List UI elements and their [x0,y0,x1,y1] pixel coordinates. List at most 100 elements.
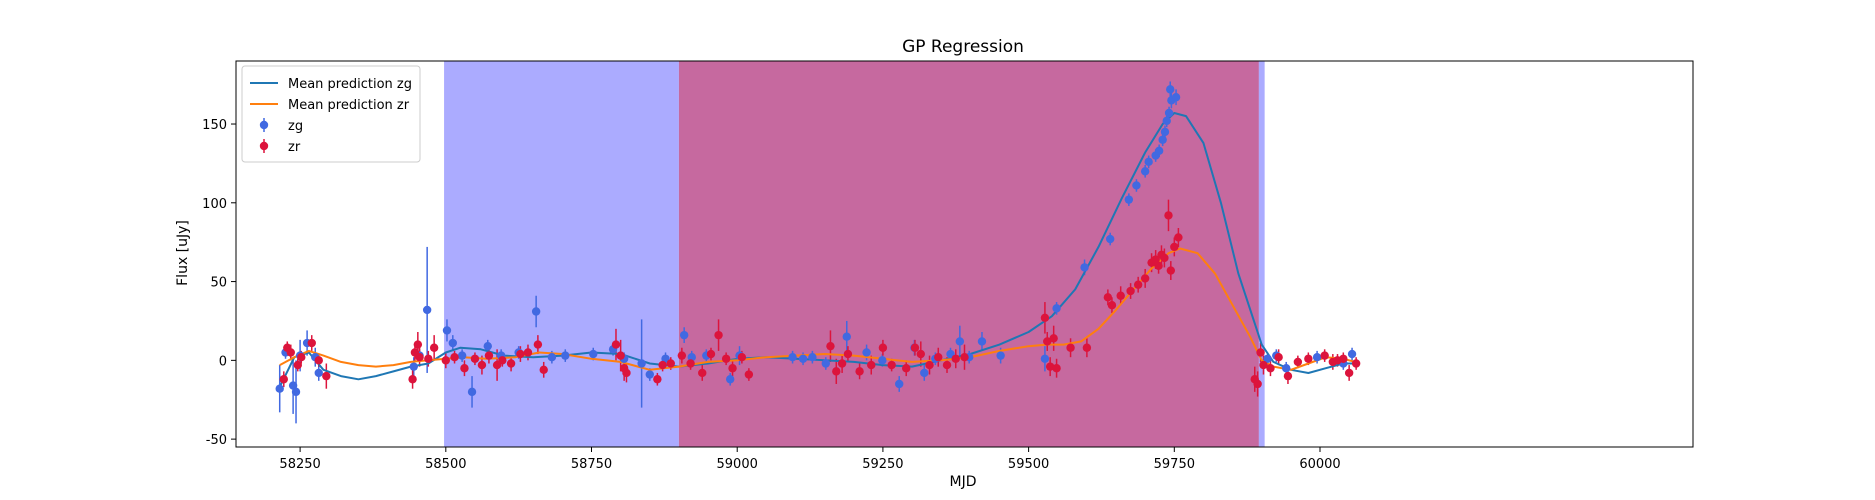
zr-point [622,368,631,378]
zr-point [1339,354,1348,363]
x-tick-label: 58250 [279,457,320,472]
legend-label: zg [288,119,303,134]
zg-point [920,368,929,378]
y-tick-label: 50 [210,276,227,291]
zg-point [808,352,817,362]
zr-point [1107,301,1117,310]
zg-point [1158,135,1167,144]
zg-point [1166,85,1175,94]
zg-point [275,384,284,393]
zr-point [1140,274,1150,283]
zg-point [314,368,323,378]
legend-box [241,65,421,163]
zr-point [1351,359,1361,368]
legend-label: zr [288,140,301,155]
zr-point [916,349,925,359]
zg-point [1052,304,1061,313]
x-tick-label: 60000 [1299,457,1340,472]
zg-point [547,352,557,362]
x-tick-label: 58500 [425,457,466,472]
y-tick-label: 0 [219,354,227,369]
zr-point [934,352,943,362]
zg-point [1164,108,1174,118]
zg-point [1347,349,1357,359]
zg-point [448,338,458,348]
zr-point [477,360,487,370]
zr-point [1344,368,1354,378]
zr-point [506,359,516,368]
zr-point [533,340,543,349]
zg-point [442,326,452,335]
zr-point [951,354,960,363]
legend-swatch [259,120,269,130]
zr-point [1116,291,1125,300]
zr-point [887,360,896,370]
x-tick-label: 59500 [1008,457,1049,472]
zr-point [1320,351,1329,360]
zr-point [1253,379,1262,389]
zg-point [1106,234,1115,244]
zr-point [721,354,731,363]
zr-point [498,356,507,365]
zr-point [728,364,737,373]
zr-point [826,341,835,351]
zg-point [422,305,432,315]
zg-point [288,381,298,390]
zr-point [1043,337,1052,346]
zr-point [925,360,934,370]
zg-point [726,375,735,384]
y-tick-label: 150 [202,118,227,133]
zg-point [977,337,987,346]
zr-point [429,343,439,352]
shaded-region-3 [1258,61,1265,447]
zg-point [589,349,598,359]
zr-point [450,352,459,362]
zg-point [409,362,418,371]
x-axis-label: MJD [950,474,977,490]
x-tick-label: 59250 [862,457,903,472]
zr-point [286,348,295,357]
zr-point [1052,364,1061,373]
zr-point [910,343,920,352]
zg-point [1140,167,1150,176]
zr-point [441,356,451,365]
zg-point [1282,364,1291,373]
zg-point [1144,157,1153,167]
zr-point [1040,313,1050,323]
zg-point [637,359,646,368]
zr-point [1293,357,1303,367]
zr-point [1066,343,1075,352]
zr-point [677,351,687,360]
zg-point [531,307,541,316]
zr-point [460,364,469,373]
x-tick-label: 59750 [1154,457,1195,472]
zr-point [484,351,494,360]
zr-point [1133,280,1143,289]
zr-point [666,359,675,368]
zr-point [1049,334,1058,343]
zg-point [1040,354,1050,363]
zr-point [737,352,747,362]
zr-point [855,367,864,376]
zg-point [842,332,851,341]
zr-point [322,371,331,381]
zr-point [714,330,723,340]
zr-point [1045,362,1055,371]
zr-point [297,352,306,362]
zr-point [902,364,911,373]
zg-point [645,370,654,379]
zr-point [960,352,969,362]
zr-point [843,349,853,359]
zr-point [523,348,533,357]
zg-point [457,351,467,360]
zg-point [862,348,871,357]
zg-point [955,337,965,346]
zr-point [415,352,424,362]
zg-point [1263,354,1272,363]
zg-point [687,352,696,362]
zg-point [1080,263,1089,272]
zr-point [1103,293,1113,302]
zr-point [653,375,662,384]
zr-point [408,375,417,384]
zr-point [539,365,548,374]
